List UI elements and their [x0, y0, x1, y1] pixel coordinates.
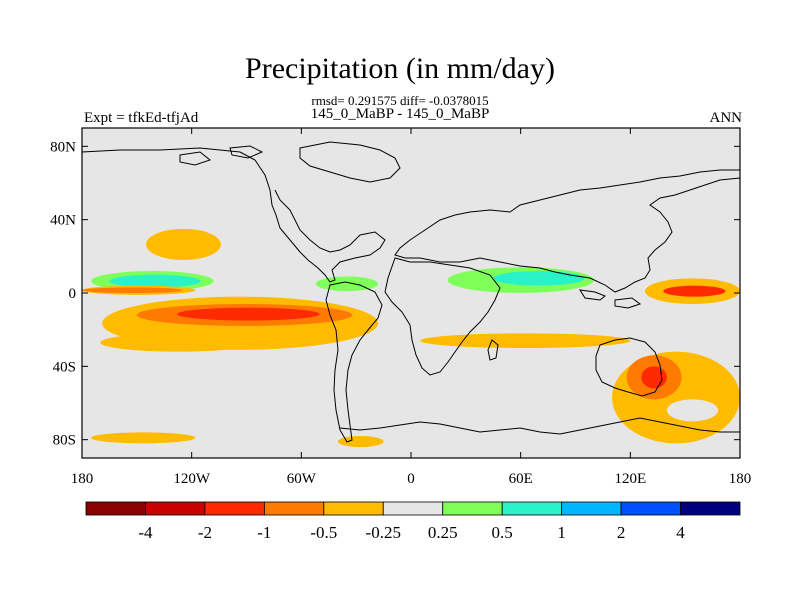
colorbar-label-0: -4: [138, 523, 153, 542]
colorbar: -4 -2 -1 -0.5 -0.25 0.25 0.5 1 2 4: [85, 501, 741, 542]
coastline-layer: [82, 141, 740, 443]
experiment-label: Expt = tfkEd-tfjAd: [84, 110, 199, 126]
anomaly-region-south-pacific-dry-peak: [177, 307, 320, 321]
colorbar-label-4: -0.25: [366, 523, 401, 542]
anomaly-region-indian-ocean-wet-core: [493, 271, 585, 286]
anomaly-region-tropical-atlantic-wet: [315, 276, 379, 292]
colorbar-swatch-9: [620, 501, 681, 516]
coastline-south-america: [325, 281, 383, 443]
coastline-antarctica: [339, 417, 740, 435]
y-tick-label-1: 40N: [50, 213, 76, 229]
anomaly-layer: [82, 228, 740, 447]
anomaly-region-southern-ocean-dry-peak: [641, 366, 667, 389]
x-tick-label-3: 0: [407, 471, 415, 487]
coastline-madagascar: [487, 339, 499, 361]
x-tick-label-2: 60W: [287, 471, 317, 487]
coastline-north-america: [82, 147, 386, 283]
x-tick-label-1: 120W: [173, 471, 211, 487]
anomaly-region-southern-ocean-gray-hole: [666, 399, 719, 422]
colorbar-label-8: 2: [617, 523, 626, 542]
anomaly-region-north-pacific-dry-patch: [145, 228, 221, 260]
colorbar-label-2: -1: [257, 523, 271, 542]
coastline-arctic-islands: [179, 145, 264, 166]
colorbar-swatch-1: [145, 501, 206, 516]
colorbar-label-5: 0.25: [428, 523, 458, 542]
anomaly-region-north-pacific-wet-core: [109, 274, 201, 288]
coastline-greenland: [299, 141, 401, 183]
coastline-maritime-continent: [579, 289, 642, 309]
coastline-australia: [595, 337, 663, 397]
x-tick-label-4: 60E: [509, 471, 533, 487]
colorbar-swatch-4: [323, 501, 384, 516]
colorbar-swatch-10: [680, 501, 741, 516]
colorbar-label-9: 4: [676, 523, 685, 542]
axis-ticks: [81, 128, 741, 458]
colorbar-label-6: 0.5: [492, 523, 513, 542]
colorbar-swatch-3: [263, 501, 325, 516]
y-tick-label-0: 80N: [50, 139, 76, 155]
colorbar-swatch-2: [204, 501, 265, 516]
x-tick-label-6: 180: [729, 471, 752, 487]
statistics-line: rmsd= 0.291575 diff= -0.0378015: [311, 93, 489, 108]
coastline-europe-asia: [394, 169, 740, 293]
anomaly-region-south-subtropical-dry-band: [100, 333, 256, 352]
colorbar-label-3: -0.5: [310, 523, 337, 542]
colorbar-label-7: 1: [557, 523, 566, 542]
anomaly-region-equatorial-dry-core: [82, 287, 183, 293]
plot-title: Precipitation (in mm/day): [245, 52, 555, 85]
colorbar-swatch-0: [85, 501, 146, 516]
axis-tick-labels: 180 120W 60W 0 60E 120E 180 80N 40N 0 40S 80S: [50, 139, 751, 487]
x-tick-label-5: 120E: [614, 471, 646, 487]
anomaly-region-far-south-dry-strip-east: [337, 436, 384, 447]
anomaly-region-south-indian-dry-band: [420, 333, 631, 348]
colorbar-label-1: -2: [198, 523, 212, 542]
case-label: 145_0_MaBP - 145_0_MaBP: [310, 106, 490, 122]
season-label: ANN: [709, 110, 743, 126]
coastline-africa: [384, 257, 501, 376]
colorbar-swatch-6: [442, 501, 503, 516]
colorbar-swatch-7: [501, 501, 563, 516]
anomaly-region-far-south-dry-strip: [91, 432, 196, 444]
anomaly-region-west-pacific-dry-core: [663, 285, 726, 297]
y-tick-label-3: 40S: [53, 359, 76, 375]
y-tick-label-2: 0: [69, 286, 77, 302]
colorbar-swatch-8: [561, 501, 622, 516]
y-tick-label-4: 80S: [53, 433, 76, 449]
colorbar-swatch-5: [382, 501, 444, 516]
x-tick-label-0: 180: [71, 471, 94, 487]
